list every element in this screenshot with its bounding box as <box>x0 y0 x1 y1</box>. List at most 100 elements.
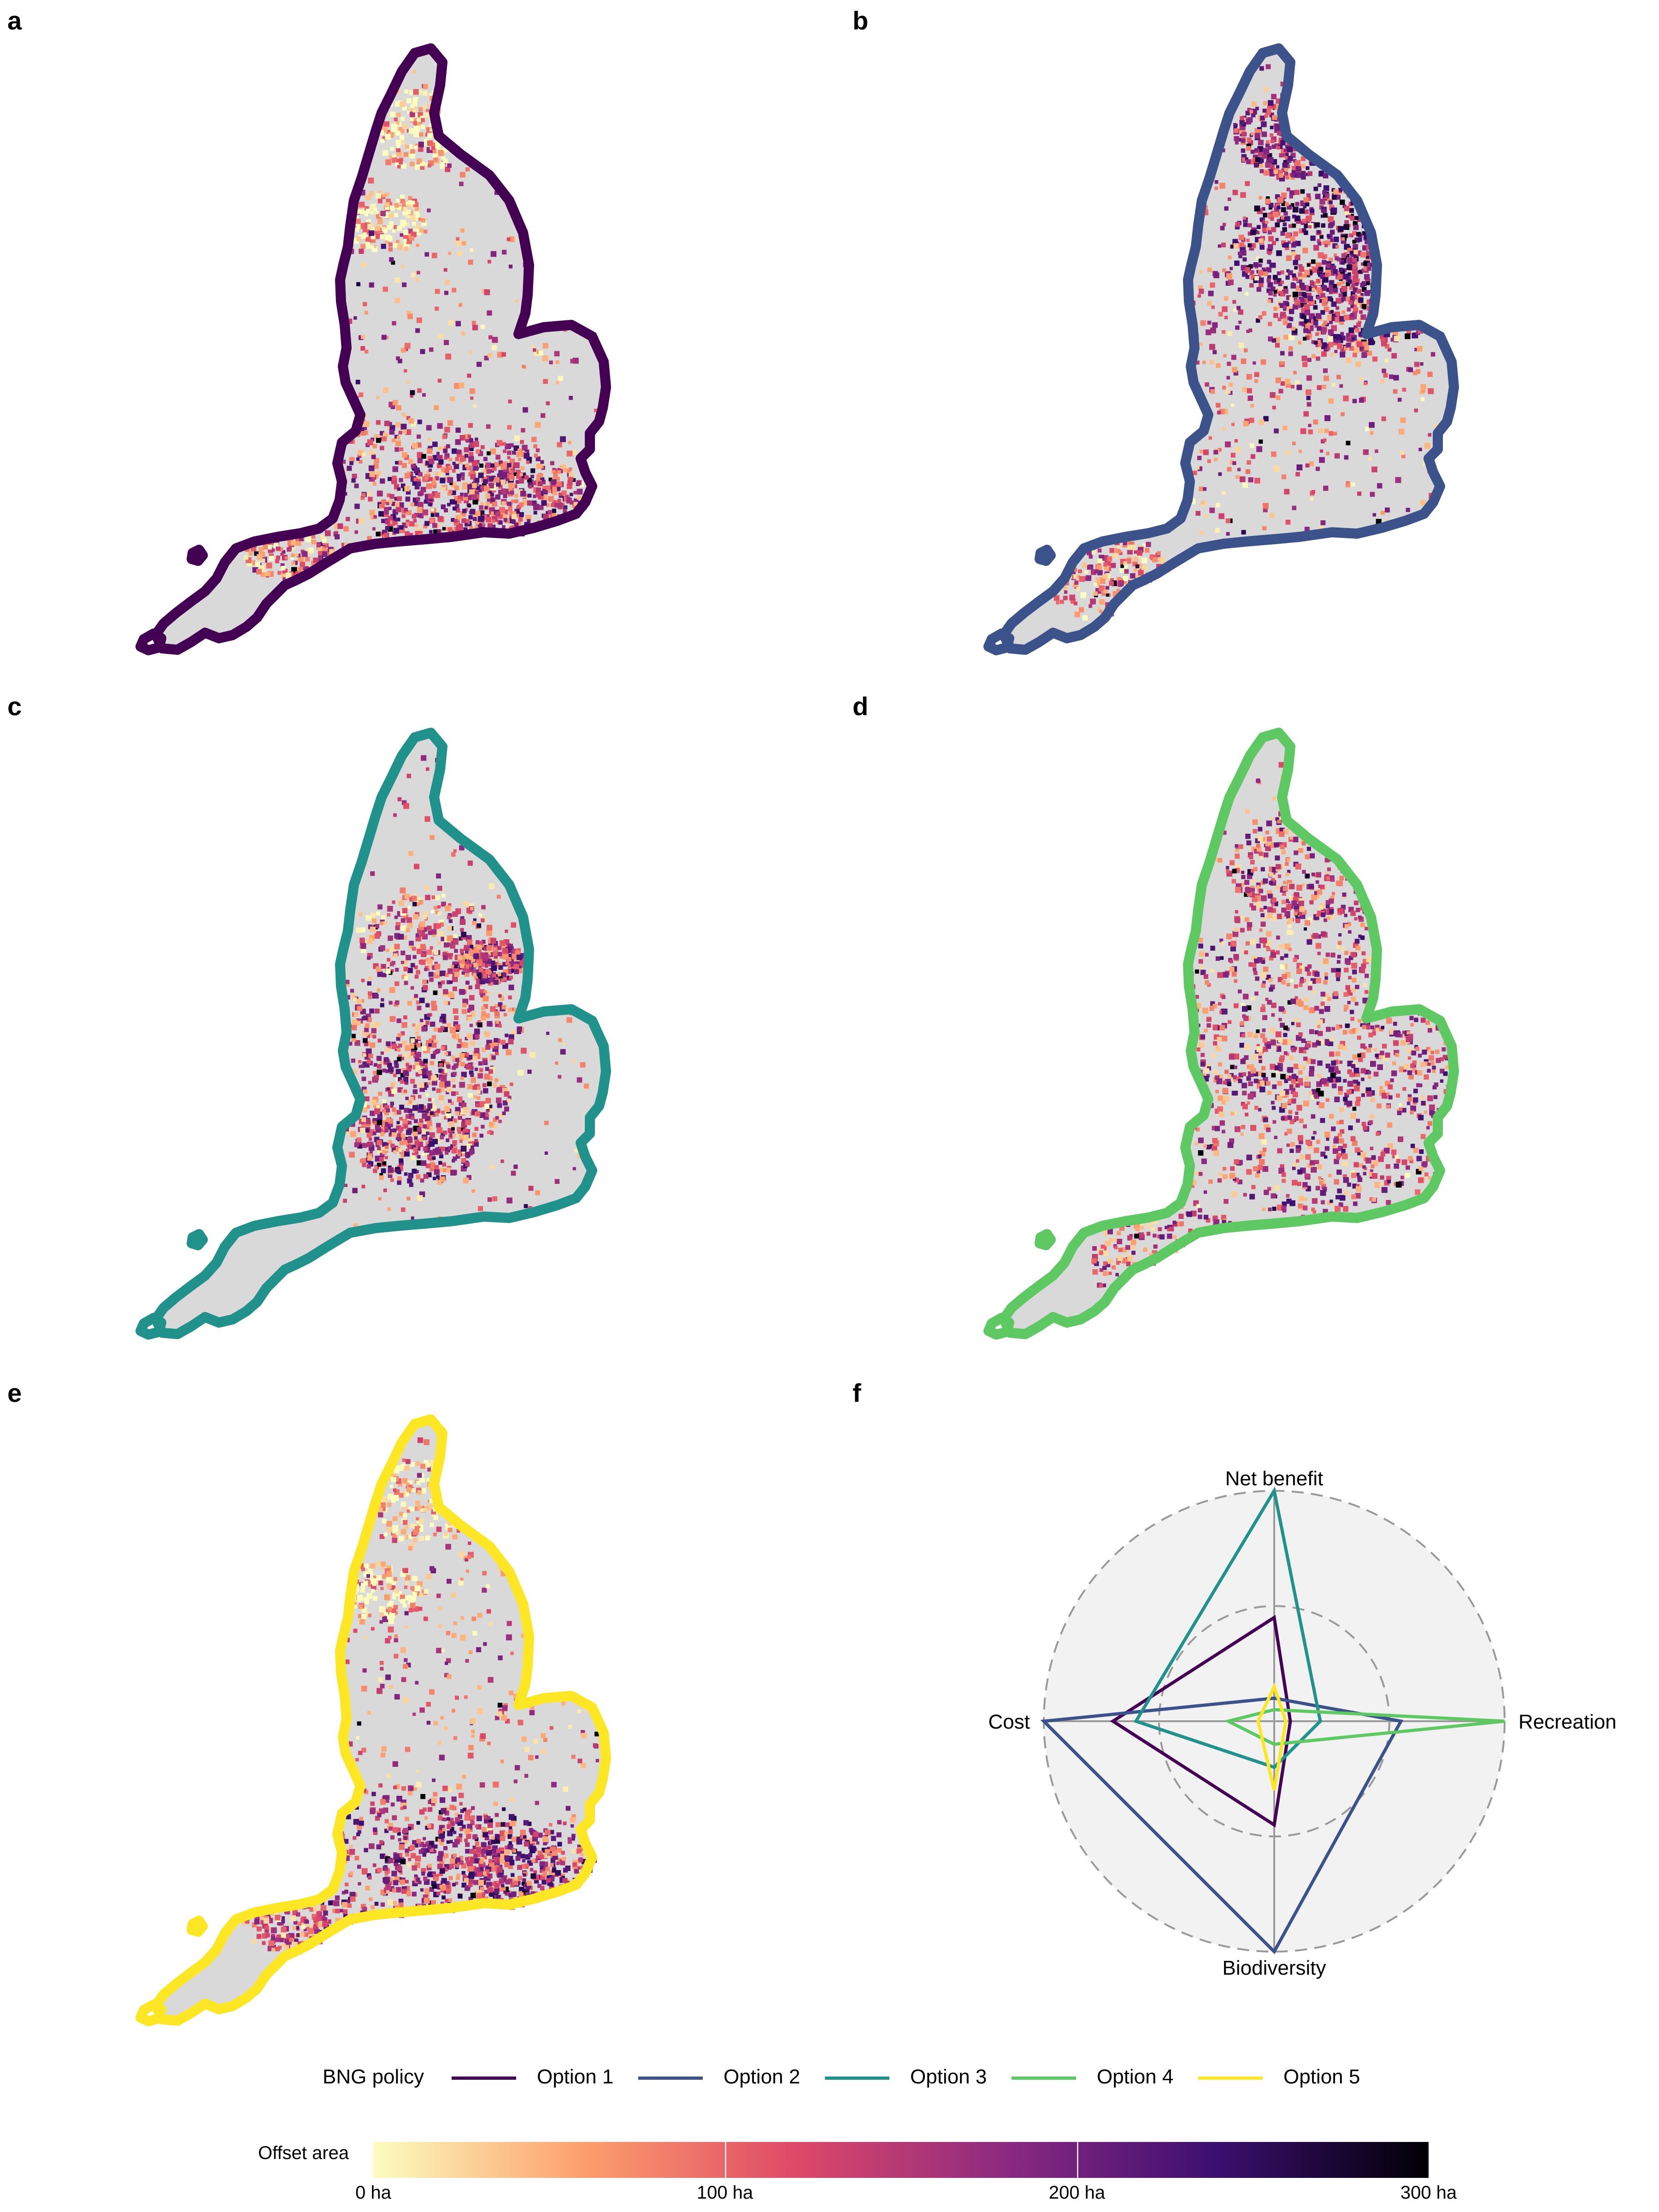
offset-cell <box>400 233 404 237</box>
offset-cell <box>405 531 410 536</box>
offset-cell <box>458 514 462 519</box>
offset-cell <box>394 118 398 122</box>
offset-cell <box>384 510 389 515</box>
offset-cell <box>356 224 362 229</box>
offset-cell <box>389 500 393 504</box>
offset-cell <box>371 235 376 240</box>
offset-cell <box>550 461 554 465</box>
offset-cell <box>373 207 377 212</box>
offset-cell <box>1237 468 1241 471</box>
offset-cell <box>507 450 512 455</box>
offset-cell <box>1365 427 1369 431</box>
offset-cell <box>414 467 420 474</box>
offset-cell <box>1353 353 1357 358</box>
offset-cell <box>405 496 411 502</box>
offset-cell <box>403 229 409 235</box>
offset-cell <box>400 140 405 145</box>
offset-cell <box>351 478 356 483</box>
offset-cell <box>374 458 379 464</box>
offset-cell <box>388 247 393 252</box>
offset-cell <box>441 161 444 165</box>
offset-cell <box>396 405 402 411</box>
offset-cell <box>367 224 373 229</box>
offset-cell <box>452 469 456 473</box>
offset-cell <box>376 396 380 400</box>
offset-cell <box>374 474 378 478</box>
offset-cell <box>404 473 410 479</box>
offset-cell <box>400 265 405 268</box>
offset-cell <box>244 555 248 560</box>
offset-cell <box>366 219 371 224</box>
offset-cell <box>392 154 396 159</box>
offset-cell <box>447 163 452 168</box>
offset-cell <box>453 464 459 469</box>
offset-cell <box>402 124 408 129</box>
offset-cell <box>417 271 420 275</box>
offset-cell <box>391 260 395 265</box>
offset-cell <box>254 551 259 556</box>
offset-cell <box>320 535 325 539</box>
offset-cell <box>282 577 286 581</box>
offset-cell <box>408 459 413 465</box>
offset-cell <box>377 199 382 204</box>
offset-cell <box>446 471 449 476</box>
offset-cell <box>490 493 494 497</box>
offset-cell <box>423 84 428 89</box>
offset-cell <box>1199 487 1204 491</box>
offset-cell <box>492 466 497 471</box>
offset-cell <box>433 529 437 534</box>
offset-cell <box>556 381 559 384</box>
offset-cell <box>543 379 548 384</box>
offset-cell <box>427 448 433 454</box>
offset-cell <box>1301 171 1306 176</box>
offset-cell <box>1193 471 1197 475</box>
offset-cell <box>513 445 519 451</box>
offset-cell <box>532 345 535 349</box>
offset-cell <box>1325 240 1330 246</box>
offset-cell <box>372 527 376 531</box>
offset-cell <box>435 471 439 476</box>
offset-cell <box>414 512 419 518</box>
offset-cell <box>436 452 440 455</box>
offset-cell <box>1387 347 1392 352</box>
offset-cell <box>391 124 397 130</box>
offset-cell <box>371 211 374 215</box>
offset-cell <box>406 204 411 209</box>
offset-cell <box>405 222 409 226</box>
offset-cell <box>444 456 447 460</box>
offset-cell <box>410 118 414 122</box>
offset-cell <box>324 530 331 536</box>
offset-cell <box>577 495 582 500</box>
offset-cell <box>400 424 407 430</box>
offset-cell <box>418 502 424 508</box>
offset-cell <box>378 531 383 536</box>
offset-cell <box>467 435 471 438</box>
offset-cell <box>412 102 417 107</box>
offset-cell <box>410 149 415 154</box>
offset-cell <box>448 251 452 255</box>
offset-cell <box>1142 566 1147 571</box>
offset-cell <box>484 506 488 510</box>
offset-cell <box>1351 482 1355 487</box>
offset-cell <box>347 465 352 471</box>
offset-cell <box>1344 220 1349 225</box>
offset-cell <box>1293 159 1297 163</box>
offset-cell <box>1268 291 1273 296</box>
offset-cell <box>492 501 498 507</box>
offset-cell <box>276 555 280 559</box>
offset-cell <box>1249 159 1254 165</box>
offset-cell <box>446 444 450 448</box>
offset-cell <box>429 123 434 128</box>
offset-cell <box>370 515 375 520</box>
offset-cell <box>447 420 453 426</box>
offset-cell <box>1235 224 1240 229</box>
offset-cell <box>1339 320 1344 325</box>
offset-cell <box>394 502 400 507</box>
offset-cell <box>418 147 424 152</box>
offset-cell <box>1329 311 1332 314</box>
offset-cell <box>1353 325 1358 329</box>
offset-cell <box>382 136 386 140</box>
offset-cell <box>263 544 268 550</box>
offset-cell <box>1218 513 1224 519</box>
offset-cell <box>406 311 412 316</box>
